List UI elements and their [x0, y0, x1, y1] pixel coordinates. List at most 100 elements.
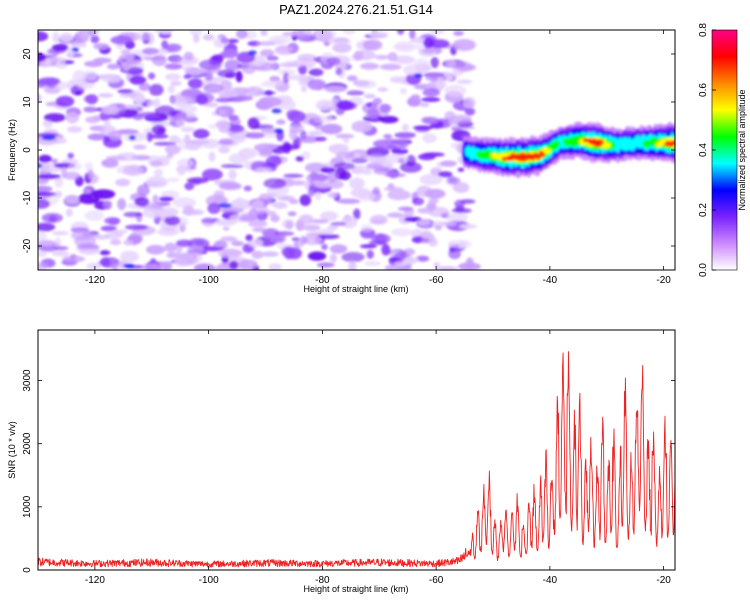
- noise-blob: [218, 203, 232, 208]
- noise-blob: [315, 30, 337, 41]
- noise-blob: [315, 99, 333, 111]
- noise-blob: [109, 239, 122, 246]
- noise-blob: [115, 178, 131, 187]
- noise-blob: [428, 237, 438, 247]
- noise-blob: [248, 208, 258, 219]
- colorbar-tick-label: 0.4: [698, 143, 709, 157]
- noise-blob: [217, 248, 242, 258]
- noise-blob: [297, 53, 317, 62]
- noise-blob: [142, 207, 163, 219]
- noise-blob: [440, 160, 457, 167]
- colorbar-ticks: 0.0 0.2 0.4 0.6 0.8: [698, 23, 716, 277]
- noise-blob: [67, 163, 83, 171]
- noise-blob: [186, 245, 205, 256]
- noise-blob: [410, 94, 421, 100]
- colorbar-ramp: [711, 29, 738, 271]
- noise-blob: [299, 214, 314, 225]
- noise-blob: [142, 47, 159, 55]
- noise-blob: [51, 250, 70, 257]
- noise-blob: [346, 75, 358, 82]
- noise-blob: [393, 55, 415, 64]
- noise-blob: [38, 93, 42, 104]
- noise-blob: [333, 162, 356, 171]
- noise-blob: [253, 143, 278, 153]
- noise-blob: [458, 262, 481, 270]
- noise-blob: [354, 165, 372, 175]
- x-tick-label: -80: [315, 575, 330, 586]
- noise-blob: [170, 56, 180, 63]
- noise-blob: [86, 262, 102, 270]
- noise-blob: [389, 76, 404, 83]
- noise-blob: [176, 244, 183, 254]
- noise-blob: [282, 31, 298, 37]
- noise-blob: [184, 182, 195, 191]
- noise-blob: [399, 162, 422, 173]
- colorbar-tick-label: 0.2: [698, 203, 709, 217]
- noise-blob: [283, 173, 304, 178]
- noise-blob: [175, 239, 193, 247]
- noise-blob: [150, 160, 163, 167]
- colorbar-tick-label: 0.8: [698, 23, 709, 37]
- y-tick-label: 0: [22, 147, 33, 153]
- noise-blob: [447, 175, 456, 183]
- noise-blob: [307, 79, 327, 91]
- noise-blob: [283, 72, 290, 84]
- noise-blob: [387, 52, 398, 62]
- noise-blob: [341, 252, 365, 263]
- noise-blob: [418, 153, 436, 161]
- snr-frame: [37, 329, 676, 571]
- noise-blob: [108, 130, 123, 141]
- signal-blob: [540, 153, 546, 158]
- noise-blob: [221, 49, 239, 59]
- signal-blob: [605, 142, 611, 148]
- spectrogram-panel: -120 -100 -80 -60 -40 -20 20 10 0 -10 -20 Height …: [7, 29, 676, 294]
- noise-blob: [229, 260, 239, 270]
- noise-blob: [350, 187, 371, 198]
- noise-blob: [335, 67, 343, 76]
- noise-blob: [61, 166, 67, 179]
- noise-blob: [54, 190, 63, 198]
- noise-blob: [38, 191, 57, 197]
- noise-blob: [300, 85, 308, 93]
- noise-blob: [458, 241, 467, 249]
- noise-blob: [370, 214, 388, 225]
- noise-blob: [255, 41, 277, 46]
- x-tick-label: -100: [199, 275, 219, 286]
- noise-blob: [157, 228, 180, 236]
- noise-blob: [83, 106, 97, 113]
- noise-blob: [165, 43, 182, 53]
- y-tick-label: 20: [22, 48, 33, 60]
- noise-blob: [360, 224, 373, 232]
- noise-blob: [97, 93, 114, 98]
- noise-blob: [117, 198, 127, 211]
- noise-blob: [276, 46, 295, 52]
- noise-blob: [404, 216, 422, 222]
- noise-blob: [251, 199, 265, 211]
- snr-y-axis-label: SNR (10 * v/v): [7, 421, 17, 479]
- snr-series-line: [38, 351, 675, 568]
- noise-blob: [218, 90, 237, 98]
- noise-blob: [207, 202, 221, 214]
- noise-blob: [120, 49, 131, 55]
- noise-blob: [158, 196, 174, 202]
- noise-blob: [309, 171, 319, 180]
- noise-blob: [128, 135, 136, 141]
- snr-x-axis-label: Height of straight line (km): [303, 584, 408, 594]
- colorbar-tick-label: 0.0: [698, 263, 709, 277]
- noise-blob: [379, 103, 392, 113]
- noise-blob: [71, 47, 79, 53]
- noise-blob: [236, 197, 244, 207]
- noise-blob: [38, 154, 52, 163]
- noise-blob: [41, 135, 56, 141]
- noise-blob: [320, 123, 343, 135]
- noise-blob: [318, 234, 340, 240]
- noise-blob: [38, 222, 56, 232]
- noise-blob: [363, 94, 376, 99]
- noise-blob: [138, 82, 151, 92]
- noise-blob: [162, 261, 173, 270]
- noise-blob: [99, 250, 111, 256]
- noise-blob: [248, 50, 257, 56]
- noise-blob: [444, 84, 467, 97]
- noise-blob: [324, 85, 347, 93]
- noise-blob: [421, 97, 441, 103]
